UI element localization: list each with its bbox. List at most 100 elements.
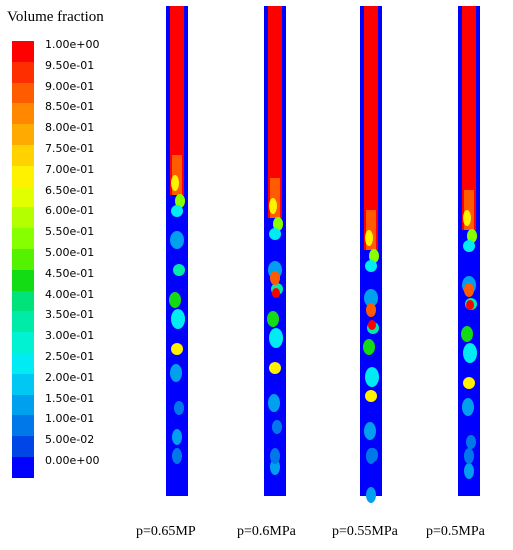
bubble-blob — [464, 283, 474, 297]
legend-swatch — [12, 249, 34, 270]
bubble-blob — [366, 448, 376, 464]
bubble-blob — [169, 292, 181, 308]
legend-swatch — [12, 457, 34, 478]
bubble-blob — [267, 311, 279, 327]
bubble-blob — [363, 339, 375, 355]
legend-label: 7.50e-01 — [45, 142, 95, 155]
legend-label: 4.00e-01 — [45, 287, 95, 301]
bubble-blob — [467, 229, 477, 243]
bubble-blob — [369, 249, 379, 263]
legend-swatch — [12, 332, 34, 353]
legend-swatch — [12, 290, 34, 312]
bubble-blob — [174, 401, 184, 415]
bubble-blob — [462, 398, 474, 416]
legend-swatch — [12, 228, 34, 249]
legend-label: 6.00e-01 — [45, 204, 95, 218]
legend-label: 5.00e-02 — [45, 433, 95, 447]
bubble-blob — [365, 260, 377, 272]
legend-label: 8.00e-01 — [45, 121, 95, 135]
bubble-blob — [173, 264, 185, 276]
legend-swatch — [12, 269, 34, 291]
bubble-blob — [172, 429, 182, 445]
bubble-blob — [365, 367, 379, 387]
tube-red-core — [268, 6, 282, 218]
bubble-blob — [364, 422, 376, 440]
legend-label: 3.00e-01 — [45, 329, 95, 343]
bubble-blob — [170, 231, 184, 249]
tube-red-core — [170, 6, 184, 195]
bubble-blob — [175, 194, 185, 208]
bubble-blob — [170, 364, 182, 382]
contour-tubes — [166, 6, 480, 503]
legend-label: 1.00e-01 — [45, 412, 95, 426]
bubble-blob — [272, 420, 282, 434]
bubble-blob — [463, 240, 475, 252]
bubble-blob — [171, 343, 183, 355]
bubble-blob — [269, 228, 281, 240]
bubble-blob — [463, 210, 471, 226]
tube-caption-3: p=0.55MPa — [332, 524, 398, 539]
bubble-blob — [366, 303, 376, 317]
bubble-blob — [172, 448, 182, 464]
bubble-blob — [461, 326, 473, 342]
legend-label: 1.00e+00 — [45, 38, 100, 51]
tube-caption-1: p=0.65MP — [136, 524, 196, 539]
legend-swatch — [12, 41, 34, 62]
legend-label: 1.50e-01 — [45, 391, 95, 405]
tube-caption-2: p=0.6MPa — [237, 524, 296, 539]
legend-swatch — [12, 207, 34, 229]
bubble-blob — [368, 320, 376, 330]
bubble-blob — [365, 230, 373, 246]
legend-label: 5.00e-01 — [45, 246, 95, 259]
legend-swatch — [12, 61, 34, 83]
bubble-blob — [463, 377, 475, 389]
tube-core-transition — [172, 155, 182, 195]
legend-label: 2.50e-01 — [45, 350, 95, 363]
bubble-blob — [270, 271, 280, 285]
bubble-blob — [365, 390, 377, 402]
bubble-blob — [463, 343, 477, 363]
legend-swatch — [12, 145, 34, 166]
legend-swatch — [12, 394, 34, 416]
legend-label: 3.50e-01 — [45, 308, 95, 322]
legend-swatch — [12, 415, 34, 437]
legend-swatch — [12, 311, 34, 333]
bubble-blob — [270, 459, 280, 475]
legend-swatch — [12, 165, 34, 187]
legend-label: 9.50e-01 — [45, 58, 95, 72]
bubble-blob — [171, 205, 183, 217]
tube-red-core — [364, 6, 378, 250]
bubble-blob — [466, 435, 476, 449]
legend-swatch — [12, 436, 34, 457]
bubble-blob — [269, 198, 277, 214]
legend-title: Volume fraction — [7, 9, 104, 25]
color-legend: 1.00e+00 9.50e-01 9.00e-01 8.50e-01 8.00e-01… — [10, 38, 110, 478]
bubble-blob — [464, 448, 474, 464]
legend-swatch — [12, 124, 34, 145]
legend-label: 7.00e-01 — [45, 162, 95, 176]
bubble-blob — [366, 487, 376, 503]
legend-label: 2.00e-01 — [45, 370, 95, 384]
legend-label: 6.50e-01 — [45, 183, 95, 197]
legend-swatch — [12, 353, 34, 374]
tube-caption-4: p=0.5MPa — [426, 524, 485, 539]
bubble-blob — [464, 463, 474, 479]
bubble-blob — [268, 394, 280, 412]
bubble-blob — [270, 448, 280, 464]
legend-label: 0.00e+00 — [45, 454, 100, 467]
tube-core-transition — [366, 210, 376, 250]
legend-swatch — [12, 186, 34, 208]
tube-core-transition — [270, 178, 280, 218]
bubble-blob — [364, 289, 378, 307]
bubble-blob — [171, 175, 179, 191]
bubble-blob — [269, 362, 281, 374]
legend-label: 8.50e-01 — [45, 100, 95, 114]
legend-swatch — [12, 103, 34, 125]
bubble-blob — [269, 328, 283, 348]
legend-swatch — [12, 82, 34, 104]
bubble-blob — [273, 217, 283, 231]
legend-label: 5.50e-01 — [45, 225, 95, 239]
legend-label: 4.50e-01 — [45, 266, 95, 280]
legend-swatch — [12, 373, 34, 395]
tube-core-transition — [464, 190, 474, 230]
